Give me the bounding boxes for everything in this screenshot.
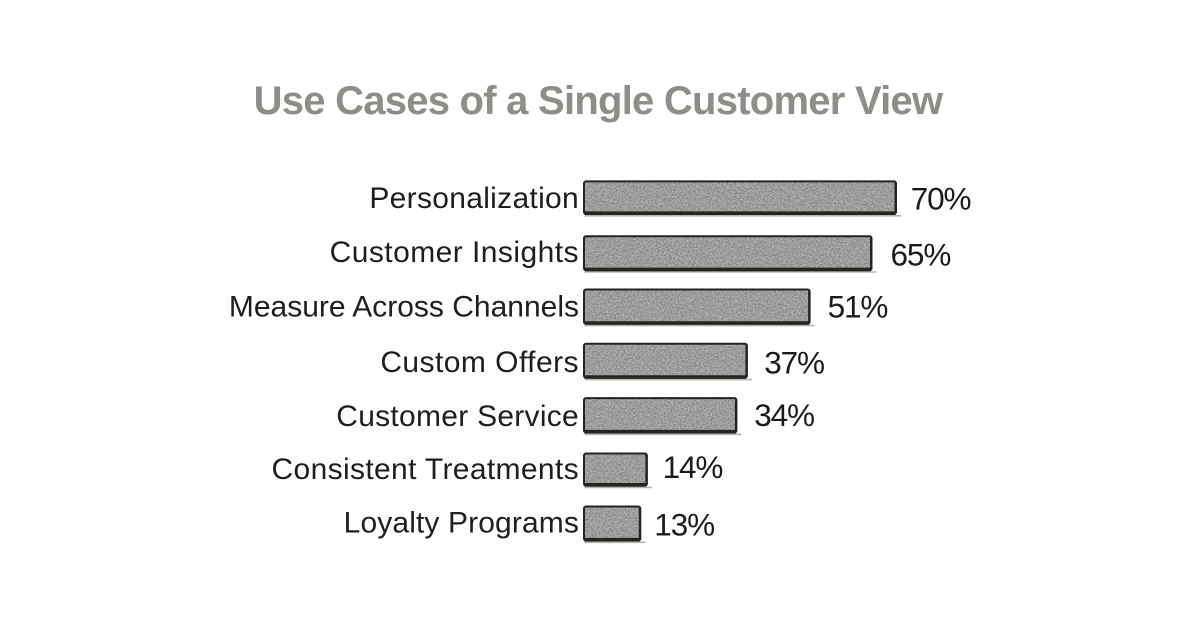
svg-text:51%: 51% xyxy=(828,288,888,324)
svg-text:14%: 14% xyxy=(663,449,723,485)
svg-text:Use Cases of a Single Customer: Use Cases of a Single Customer View xyxy=(254,79,944,123)
svg-text:65%: 65% xyxy=(891,237,951,273)
svg-text:70%: 70% xyxy=(911,181,971,217)
svg-text:Measure Across Channels: Measure Across Channels xyxy=(229,290,579,323)
svg-text:Custom Offers: Custom Offers xyxy=(380,346,579,379)
svg-text:37%: 37% xyxy=(764,345,824,381)
svg-text:Customer Insights: Customer Insights xyxy=(330,236,579,269)
svg-text:Personalization: Personalization xyxy=(369,182,579,215)
svg-text:Consistent Treatments: Consistent Treatments xyxy=(272,453,579,486)
svg-text:Customer Service: Customer Service xyxy=(336,400,579,433)
svg-text:34%: 34% xyxy=(754,397,814,433)
svg-text:Loyalty Programs: Loyalty Programs xyxy=(344,507,579,540)
svg-text:13%: 13% xyxy=(654,507,714,543)
